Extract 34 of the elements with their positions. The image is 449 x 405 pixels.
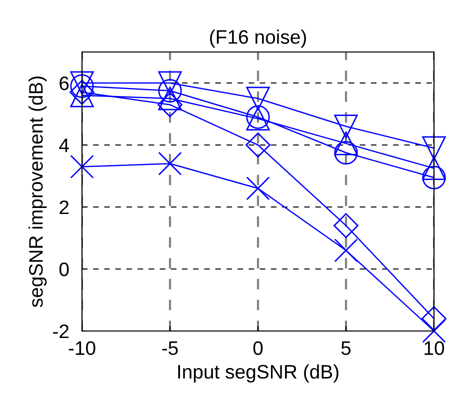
point xyxy=(422,306,446,332)
point xyxy=(158,92,182,118)
x-axis-title: Input segSNR (dB) xyxy=(178,364,338,383)
point xyxy=(334,140,358,165)
y-tick-label: 2 xyxy=(60,200,69,214)
point xyxy=(334,238,358,262)
point xyxy=(334,132,358,156)
x-tick-label: 5 xyxy=(341,341,351,356)
point xyxy=(422,319,446,343)
point xyxy=(422,136,446,160)
x-tick-label: 10 xyxy=(424,341,444,356)
point xyxy=(70,84,94,108)
y-tick-label: 4 xyxy=(59,138,69,152)
y-axis-title: segSNR improvement (dB) xyxy=(28,76,47,308)
y-tick-label: 0 xyxy=(59,262,69,276)
point xyxy=(422,156,446,180)
y-tick-label: 6 xyxy=(60,76,69,90)
point xyxy=(158,78,182,103)
point xyxy=(246,176,270,200)
point xyxy=(334,213,358,238)
x-tick-label: 0 xyxy=(253,341,263,356)
point xyxy=(158,152,182,176)
point xyxy=(422,166,446,190)
y-tick-label: -2 xyxy=(53,324,69,338)
point xyxy=(158,71,182,95)
x-tick-label: -10 xyxy=(68,341,96,356)
point xyxy=(70,80,94,105)
point xyxy=(158,86,182,110)
point xyxy=(70,154,94,179)
point xyxy=(246,86,270,110)
chart-title: (F16 noise) xyxy=(210,30,306,48)
x-tick-label: -5 xyxy=(162,341,178,356)
point xyxy=(334,114,358,138)
point xyxy=(246,132,270,158)
